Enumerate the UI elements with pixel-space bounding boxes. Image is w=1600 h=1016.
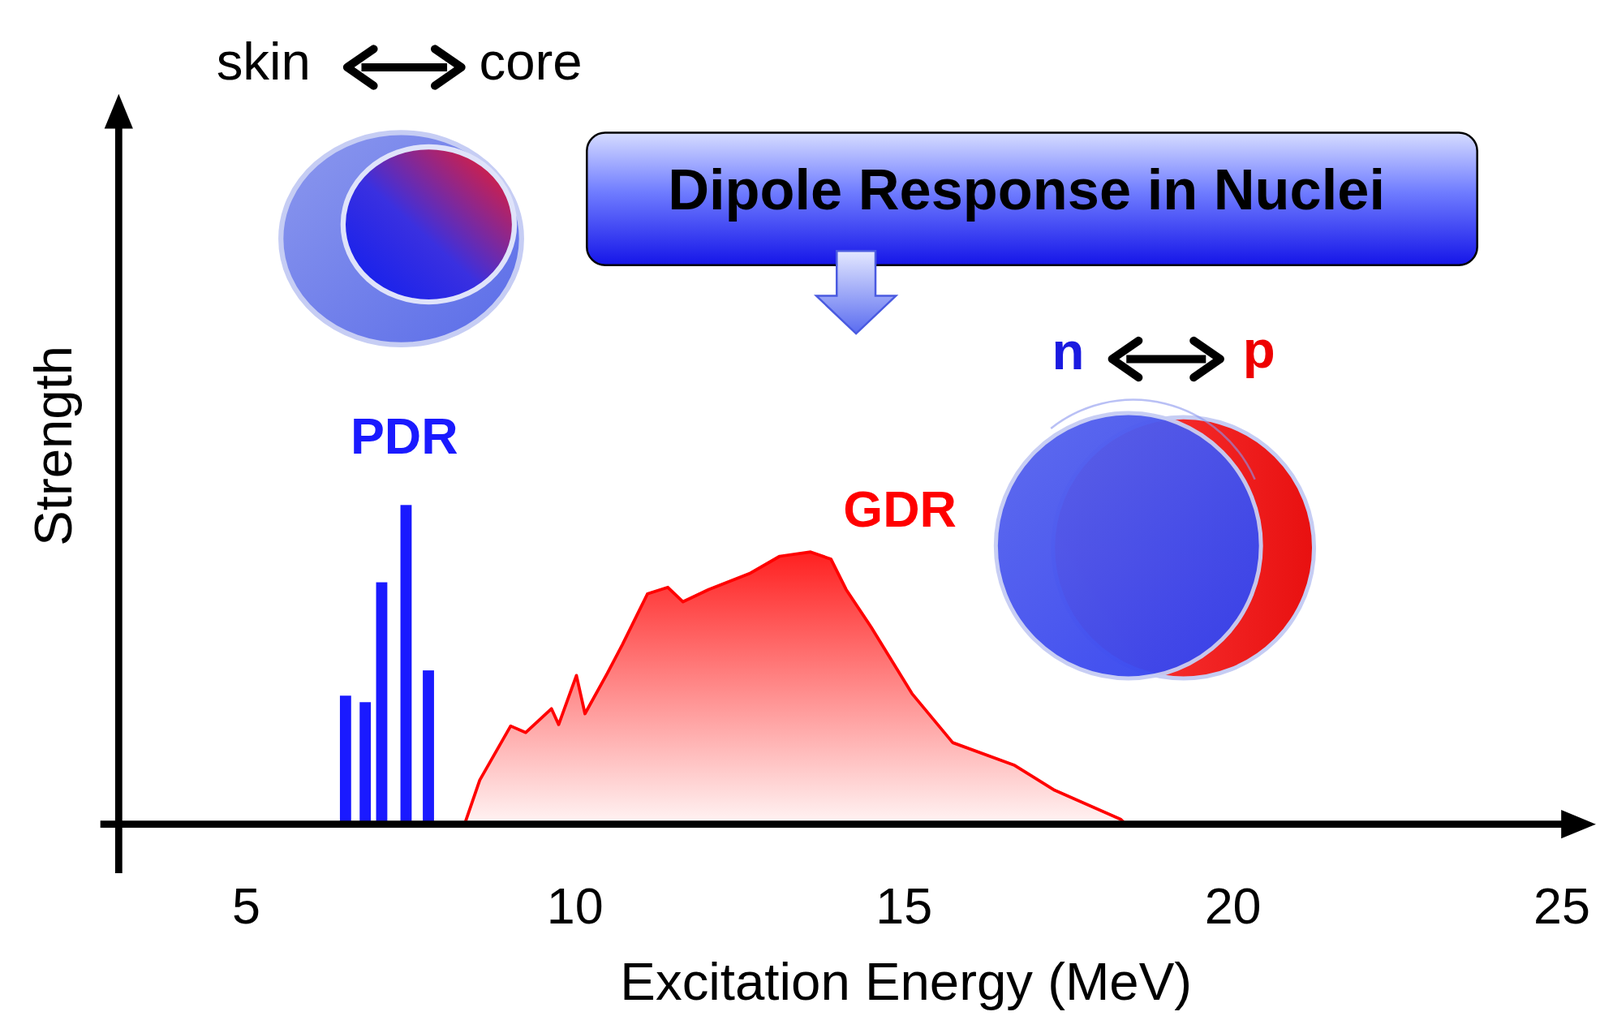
- title-frame: [586, 132, 1477, 265]
- x-tick-label: 5: [232, 877, 261, 934]
- series-label: PDR: [350, 407, 459, 465]
- arrow-shaft: [361, 63, 448, 72]
- np-diagram: [995, 400, 1314, 679]
- skin-core-diagram: [280, 132, 522, 345]
- arrow-shaft: [1126, 354, 1206, 363]
- y-axis-arrow: [104, 94, 134, 130]
- x-tick-label: 10: [546, 877, 604, 934]
- x-tick-label: 20: [1204, 877, 1262, 934]
- double-arrow: [1112, 340, 1221, 378]
- neutron-sphere: [995, 412, 1261, 679]
- skin-shape: [280, 132, 522, 345]
- pdr-bar: [339, 695, 352, 824]
- annotation: core: [479, 31, 583, 91]
- pdr-bar: [359, 701, 371, 824]
- arrow-head: [1193, 340, 1221, 378]
- series-label: GDR: [843, 480, 957, 538]
- y-axis: [115, 116, 123, 874]
- chart: 5 10 15 20 25 Excitation Energy (MeV) Strength…: [0, 0, 1600, 1016]
- x-tick-label: 25: [1533, 877, 1591, 934]
- arrow-head: [434, 48, 462, 86]
- double-arrow: [347, 48, 462, 86]
- title-box: Dipole Response in Nuclei: [586, 132, 1477, 334]
- pdr-bar: [400, 504, 413, 824]
- x-tick-label: 15: [875, 877, 933, 934]
- annotation: skin: [216, 31, 311, 91]
- annotation: n: [1052, 321, 1085, 381]
- pdr-bar: [376, 582, 388, 825]
- title: Dipole Response in Nuclei: [667, 157, 1385, 222]
- x-axis-title: Excitation Energy (MeV): [619, 951, 1192, 1011]
- overlap-edge: [1050, 400, 1255, 480]
- core-shape: [343, 146, 515, 302]
- axes: 5 10 15 20 25 Excitation Energy (MeV) Strength: [23, 94, 1596, 1011]
- x-axis: [100, 820, 1570, 828]
- pdr-bar: [422, 670, 435, 825]
- annotation: p: [1243, 319, 1276, 379]
- arrow-head: [347, 48, 375, 86]
- down-arrow: [816, 250, 896, 334]
- arrow-head: [1112, 340, 1140, 378]
- x-axis-arrow: [1561, 809, 1596, 839]
- y-axis-title: Strength: [23, 345, 83, 547]
